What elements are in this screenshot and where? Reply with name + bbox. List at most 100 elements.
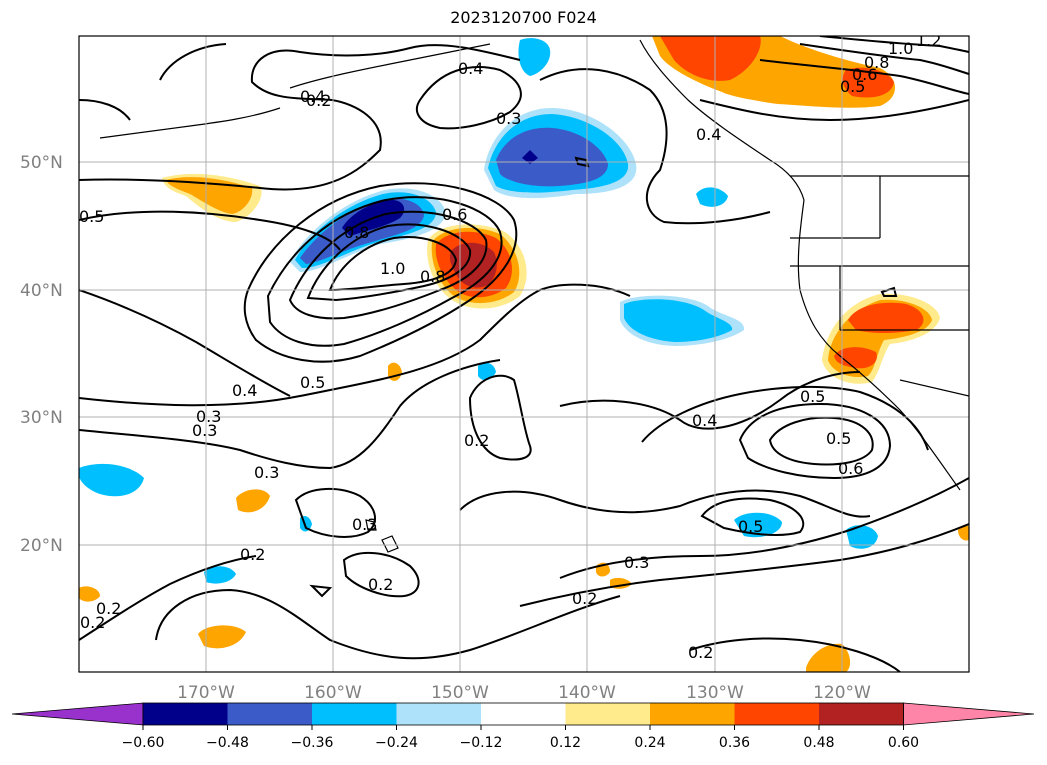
lon-label: 140°W [558,683,616,703]
contour-label: 1.0 [380,259,405,278]
contour-line [699,99,969,122]
colorbar-tick-label: 0.12 [550,735,581,751]
contour-label-group: 0.2 0.4 0.3 0.5 0.5 0.6 0.8 1.0 0.8 0.4 … [79,31,941,662]
colorbar-tick-label: 0.36 [719,735,750,751]
coastlines [99,39,969,553]
contour-label: 0.2 [464,431,489,450]
contour-label: 0.6 [852,65,877,84]
contour-line [641,385,929,451]
colorbar-outline [142,702,904,726]
contour-label: 0.3 [254,463,279,482]
contour-line [539,68,771,225]
colorbar-tick-label: −0.60 [122,735,165,751]
anomaly-high-northeast [660,36,761,81]
contour-label: 1.0 [888,39,913,58]
colorbar-tick-label: −0.12 [460,735,503,751]
anomaly-high-small-patch [958,524,969,541]
contour-line [306,223,472,302]
contour-line [79,99,131,121]
anomaly-low-small-patch [846,525,878,549]
contour-label: 0.6 [838,459,863,478]
lon-label: 160°W [304,683,362,703]
contour-label: 0.2 [368,575,393,594]
anomaly-high-california [848,302,924,333]
anomaly-high-small-patch [79,586,100,602]
anomaly-low-gulf-of-alaska [522,150,538,164]
contour-line [519,523,969,607]
island-hawaii [365,519,377,531]
colorbar-tick-label: 0.60 [888,735,919,751]
contour-label: 0.5 [300,373,325,392]
colorbar-tick-label: −0.48 [206,735,249,751]
contour-line [759,59,969,95]
anomaly-low-small-patch [79,463,144,497]
contour-label: 0.3 [624,553,649,572]
contour-line [415,66,522,130]
lon-label: 130°W [686,683,744,703]
anomaly-low-small-patch [204,566,236,584]
colorbar-segment [481,703,566,725]
contour-line [79,44,521,191]
colorbar-segment [565,703,651,725]
anomaly-high-small-patch [236,489,270,513]
coastline-alaska [99,107,281,139]
contour-line [79,289,291,397]
contour-line [559,371,861,430]
longitude-labels: 170°W 160°W 150°W 140°W 130°W 120°W [177,683,871,703]
contour-line [79,283,631,407]
contour-line [155,588,621,660]
lon-label: 120°W [813,683,871,703]
contour-line [819,36,969,53]
contour-label: 0.5 [79,207,104,226]
contour-label: 0.4 [696,125,721,144]
contour-label: 0.2 [80,613,105,632]
contour-lines [79,36,969,672]
colorbar-tick-label: 0.48 [803,735,834,751]
latitude-labels: 50°N 40°N 30°N 20°N [20,153,63,556]
lat-label: 40°N [20,281,63,301]
island-hawaii [381,535,399,553]
map-frame [78,35,970,673]
lat-label: 50°N [20,153,63,173]
coastline-us-west [797,199,961,491]
contour-label: 1.2 [916,31,941,50]
anomaly-low-small-patch [734,512,782,538]
colorbar-segment [227,703,313,725]
contour-label: 0.8 [864,53,889,72]
contour-label: 0.4 [692,411,717,430]
contour-line [243,182,518,363]
anomaly-low-small-north [518,38,551,76]
colorbar-segment [312,703,397,725]
contour-label: 0.5 [800,387,825,406]
lon-label: 150°W [431,683,489,703]
lat-label: 20°N [20,536,63,556]
contour-line [738,402,892,480]
anomaly-low-gulf-of-alaska [496,127,608,187]
anomaly-high-west [166,177,253,214]
contour-label: 0.6 [442,205,467,224]
anomaly-low-small-patch [478,362,496,381]
contour-line [559,477,969,579]
contour-line [768,416,874,466]
contour-label: 0.3 [196,407,221,426]
colorbar-segment [734,703,820,725]
colorbar-tick-label: −0.24 [375,735,418,751]
contour-label: 0.5 [826,429,851,448]
contour-label: 0.2 [240,545,265,564]
anomaly-high-california [834,347,877,369]
contour-line [328,236,458,292]
contour-label: 0.4 [232,381,257,400]
contour-line [799,43,969,75]
contour-label: 0.3 [352,515,377,534]
contour-label: 0.4 [300,87,325,106]
colorbar-tick-label: −0.36 [291,735,334,751]
contour-label: 0.3 [496,109,521,128]
contour-line [79,210,341,251]
contour-line [342,551,420,598]
contour-label: 0.8 [344,223,369,242]
anomaly-high-northeast [842,67,894,98]
graticule [79,36,969,672]
colorbar: −0.60 −0.48 −0.36 −0.24 −0.12 0.12 0.24 0.36 0.4… [11,702,1035,751]
contour-label: 0.4 [458,59,483,78]
contour-label: 0.3 [192,421,217,440]
